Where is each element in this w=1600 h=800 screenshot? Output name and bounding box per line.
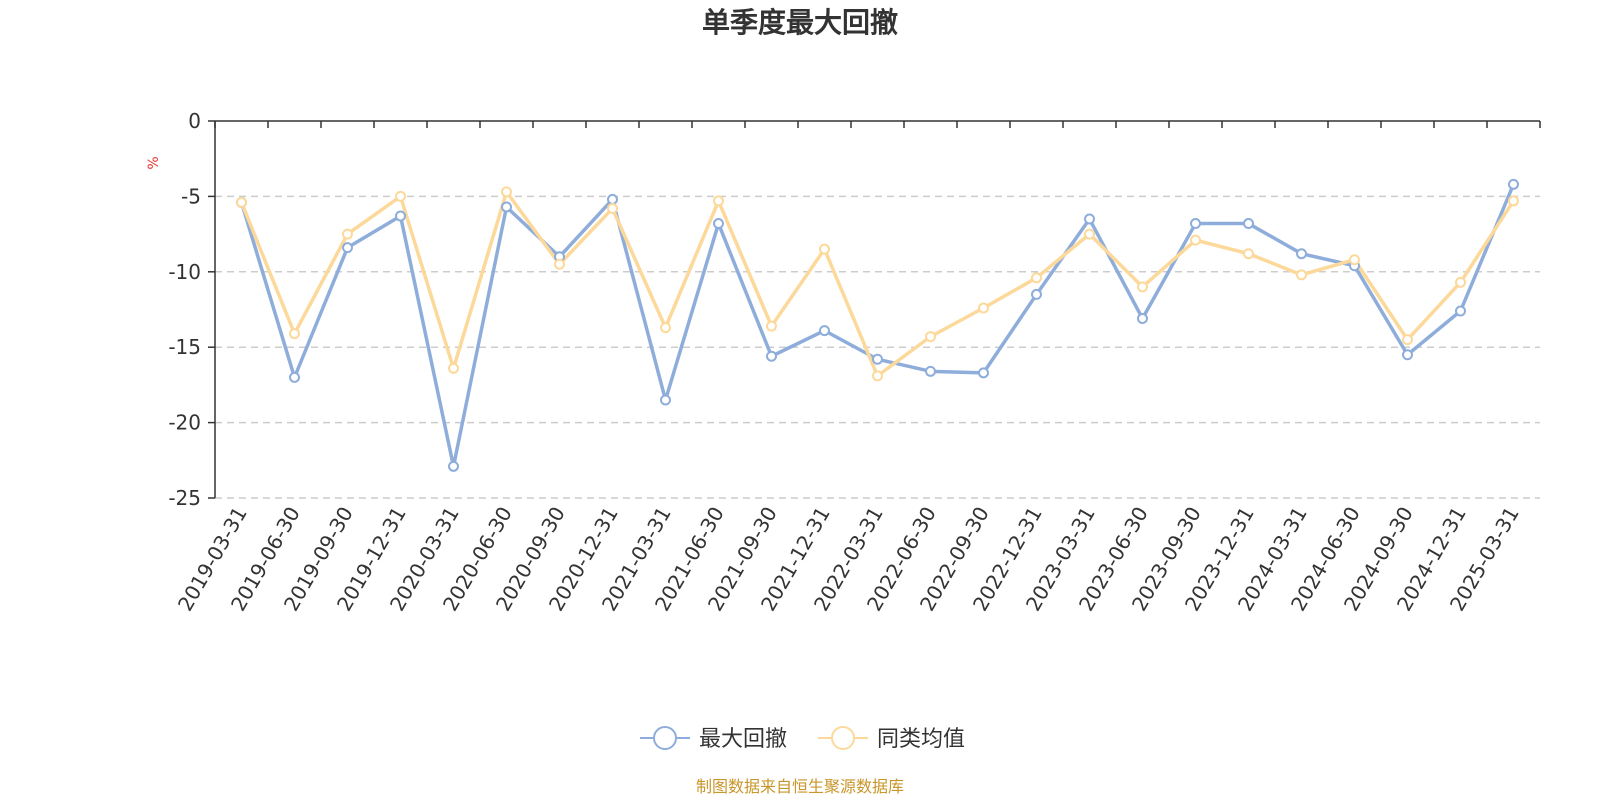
data-point[interactable] bbox=[289, 371, 300, 383]
data-point[interactable] bbox=[766, 350, 777, 362]
data-point[interactable] bbox=[1137, 313, 1148, 325]
y-tick-label: 0 bbox=[188, 109, 201, 133]
y-tick-label: -25 bbox=[168, 486, 201, 510]
data-point[interactable] bbox=[554, 258, 565, 270]
data-point[interactable] bbox=[1031, 272, 1042, 284]
data-point[interactable] bbox=[607, 202, 618, 214]
legend[interactable]: 最大回撤 同类均值 bbox=[640, 726, 965, 752]
data-point[interactable] bbox=[1190, 218, 1201, 230]
data-point[interactable] bbox=[1455, 276, 1466, 288]
data-point[interactable] bbox=[395, 210, 406, 222]
data-point[interactable] bbox=[872, 370, 883, 382]
legend-marker-icon bbox=[653, 726, 677, 750]
legend-item-2[interactable]: 同类均值 bbox=[818, 726, 965, 752]
data-point[interactable] bbox=[1190, 234, 1201, 246]
series-line-2 bbox=[239, 190, 1515, 378]
data-point[interactable] bbox=[1508, 195, 1519, 207]
data-point[interactable] bbox=[872, 353, 883, 365]
data-point[interactable] bbox=[501, 186, 512, 198]
data-point[interactable] bbox=[978, 367, 989, 379]
legend-marker-icon bbox=[831, 726, 855, 750]
series-line-1 bbox=[239, 183, 1516, 469]
data-point[interactable] bbox=[607, 193, 618, 205]
data-point[interactable] bbox=[501, 201, 512, 213]
data-point[interactable] bbox=[1243, 218, 1254, 230]
legend-label: 同类均值 bbox=[877, 727, 965, 752]
data-point[interactable] bbox=[289, 328, 300, 340]
data-point[interactable] bbox=[342, 228, 353, 240]
y-axis-unit-label: % bbox=[146, 156, 162, 169]
data-point[interactable] bbox=[819, 325, 830, 337]
data-point[interactable] bbox=[713, 218, 724, 230]
data-point[interactable] bbox=[1508, 178, 1519, 190]
y-tick-label: -20 bbox=[168, 411, 201, 435]
axes: 0-5-10-15-20-252019-03-312019-06-302019-… bbox=[168, 109, 1541, 615]
legend-label: 最大回撤 bbox=[699, 727, 787, 752]
y-tick-label: -10 bbox=[168, 260, 201, 284]
data-point[interactable] bbox=[925, 365, 936, 377]
data-point[interactable] bbox=[766, 320, 777, 332]
data-point[interactable] bbox=[713, 195, 724, 207]
data-point[interactable] bbox=[1296, 269, 1307, 281]
data-point[interactable] bbox=[660, 322, 671, 334]
data-point[interactable] bbox=[1402, 349, 1413, 361]
data-point[interactable] bbox=[1031, 288, 1042, 300]
series-layer bbox=[236, 178, 1519, 472]
data-point[interactable] bbox=[342, 242, 353, 254]
data-point[interactable] bbox=[1349, 254, 1360, 266]
data-point[interactable] bbox=[1455, 305, 1466, 317]
grid-lines bbox=[215, 195, 1540, 499]
data-point[interactable] bbox=[660, 394, 671, 406]
source-note: 制图数据来自恒生聚源数据库 bbox=[696, 777, 904, 796]
data-point[interactable] bbox=[236, 196, 247, 208]
data-point[interactable] bbox=[1137, 281, 1148, 293]
data-point[interactable] bbox=[978, 302, 989, 314]
data-point[interactable] bbox=[395, 190, 406, 202]
data-point[interactable] bbox=[448, 460, 459, 472]
y-tick-label: -15 bbox=[168, 335, 201, 359]
chart-title: 单季度最大回撤 bbox=[702, 6, 898, 39]
data-point[interactable] bbox=[1402, 334, 1413, 346]
data-point[interactable] bbox=[448, 362, 459, 374]
data-point[interactable] bbox=[819, 243, 830, 255]
data-point[interactable] bbox=[1084, 213, 1095, 225]
data-point[interactable] bbox=[925, 331, 936, 343]
y-tick-label: -5 bbox=[181, 184, 201, 208]
data-point[interactable] bbox=[1296, 248, 1307, 260]
data-point[interactable] bbox=[1243, 248, 1254, 260]
legend-item-1[interactable]: 最大回撤 bbox=[640, 726, 787, 752]
data-point[interactable] bbox=[1084, 228, 1095, 240]
